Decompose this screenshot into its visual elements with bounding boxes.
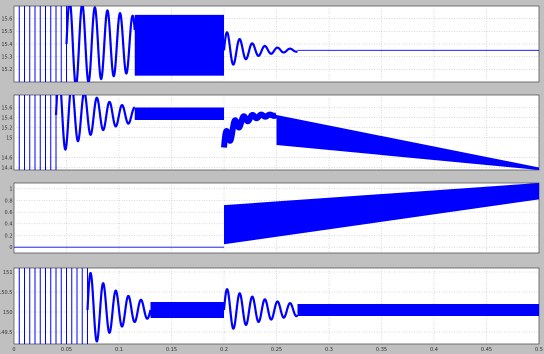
oscillation-band bbox=[134, 14, 224, 76]
panel-2: 14.4 14.6 15 15.2 15.4 15.6 bbox=[1, 94, 540, 171]
x-tick-label: 0.45 bbox=[481, 347, 492, 353]
panel-3: 0 0.2 0.4 0.6 0.8 1 bbox=[5, 182, 540, 254]
y-tick-label: 150 bbox=[3, 310, 13, 316]
x-tick-label: 0.25 bbox=[271, 347, 282, 353]
y-tick-label: 15.3 bbox=[1, 54, 12, 60]
envelope-band bbox=[224, 183, 539, 245]
y-tick-label: 15.5 bbox=[1, 29, 12, 35]
x-tick-label: 0.15 bbox=[166, 347, 177, 353]
x-tick-label: 0.4 bbox=[430, 347, 438, 353]
dip-recovery-trace bbox=[221, 111, 280, 148]
x-tick-label: 0.35 bbox=[376, 347, 387, 353]
trace-group bbox=[18, 95, 539, 170]
y-tick-label: 0 bbox=[9, 245, 12, 251]
trace-group bbox=[18, 6, 539, 82]
oscillation-band bbox=[134, 107, 224, 120]
x-tick-label: 0.2 bbox=[220, 347, 228, 353]
trace-group bbox=[14, 183, 539, 248]
panel-4: 149.5 150 150.5 151 0 0.05 0.1 0.15 0.2 0.25 0.3 0.… bbox=[0, 267, 543, 353]
damped-oscillation bbox=[86, 271, 152, 343]
y-tick-label: 1 bbox=[9, 187, 12, 193]
x-tick-label: 0.3 bbox=[325, 347, 333, 353]
x-tick-label: 0 bbox=[12, 347, 15, 353]
oscillation-band bbox=[297, 304, 539, 316]
damped-oscillation bbox=[54, 95, 136, 151]
oscillation-band bbox=[150, 302, 224, 318]
y-tick-label: 15.4 bbox=[1, 42, 12, 48]
y-tick-label: 0.2 bbox=[5, 233, 13, 239]
y-tick-label: 14.6 bbox=[1, 155, 12, 161]
y-tick-label: 15.4 bbox=[1, 115, 12, 121]
envelope-band bbox=[276, 115, 539, 170]
damped-oscillation bbox=[222, 31, 299, 66]
y-tick-label: 0.6 bbox=[5, 210, 13, 216]
damped-oscillation bbox=[222, 288, 299, 330]
damped-oscillation bbox=[65, 6, 136, 82]
trace-group bbox=[18, 268, 539, 344]
y-tick-label: 151 bbox=[3, 270, 13, 276]
y-tick-label: 149.5 bbox=[0, 330, 13, 336]
panel-1: 15.2 15.3 15.4 15.5 15.6 bbox=[1, 5, 540, 83]
x-tick-label: 0.5 bbox=[535, 347, 543, 353]
y-tick-label: 15.2 bbox=[1, 125, 12, 131]
y-tick-label: 150.5 bbox=[0, 290, 13, 296]
y-tick-label: 0.4 bbox=[5, 222, 13, 228]
y-tick-label: 0.8 bbox=[5, 198, 13, 204]
y-tick-label: 15.6 bbox=[1, 16, 12, 22]
y-tick-label: 15 bbox=[6, 135, 12, 141]
x-tick-label: 0.05 bbox=[61, 347, 72, 353]
y-tick-label: 14.4 bbox=[1, 165, 12, 171]
x-tick-label: 0.1 bbox=[115, 347, 123, 353]
y-tick-label: 15.2 bbox=[1, 67, 12, 73]
y-tick-label: 15.6 bbox=[1, 105, 12, 111]
